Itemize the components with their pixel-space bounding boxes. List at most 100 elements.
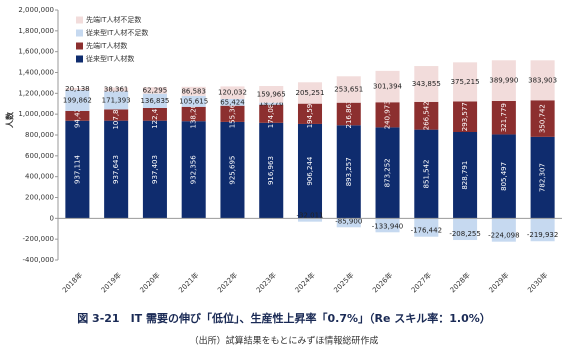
bar-segment bbox=[530, 100, 555, 137]
data-label: 107,869 bbox=[112, 101, 120, 130]
data-label: 873,252 bbox=[384, 158, 392, 187]
data-label: 136,835 bbox=[140, 97, 169, 105]
data-label: 105,615 bbox=[179, 97, 208, 105]
data-label: 383,903 bbox=[528, 76, 557, 84]
data-label: 120,032 bbox=[218, 89, 247, 97]
bar-segment bbox=[453, 132, 478, 219]
y-tick-label: -400,000 bbox=[23, 256, 54, 264]
bar-segment bbox=[104, 87, 129, 92]
x-tick-label: 2022年 bbox=[215, 270, 239, 294]
data-label: 19,276 bbox=[259, 100, 284, 108]
bar-segment bbox=[220, 105, 245, 122]
legend-swatch bbox=[76, 55, 83, 63]
data-label: 159,965 bbox=[257, 90, 286, 98]
x-tick-label: 2018年 bbox=[60, 270, 84, 294]
bar-segment bbox=[491, 218, 516, 242]
y-tick-label: 400,000 bbox=[25, 173, 54, 181]
bar-segment bbox=[181, 121, 206, 219]
data-label: 893,257 bbox=[345, 157, 353, 186]
bar-segment bbox=[142, 120, 167, 219]
bar-segment bbox=[414, 218, 439, 237]
bar-segment bbox=[530, 136, 555, 219]
data-label: 906,244 bbox=[306, 156, 314, 185]
bar-segment bbox=[491, 60, 516, 101]
data-label: 932,356 bbox=[190, 155, 198, 184]
bar-segment bbox=[259, 122, 284, 219]
bar-segment bbox=[297, 82, 323, 104]
legend-label: 従来型IT人材不足数 bbox=[86, 28, 148, 37]
data-label: 301,394 bbox=[373, 83, 402, 91]
data-label: 20,138 bbox=[65, 85, 90, 93]
data-label: 375,215 bbox=[451, 78, 480, 86]
data-label: -219,932 bbox=[527, 231, 558, 239]
data-label: 782,307 bbox=[539, 163, 547, 192]
bar-segment bbox=[104, 109, 129, 121]
data-label: -32,011 bbox=[296, 212, 323, 220]
bar-segment bbox=[453, 101, 478, 133]
x-tick-label: 2024年 bbox=[293, 270, 317, 294]
y-tick-label: 600,000 bbox=[25, 152, 54, 160]
data-label: 937,403 bbox=[151, 155, 159, 184]
bar-segment bbox=[336, 125, 361, 219]
x-tick-label: 2021年 bbox=[177, 270, 201, 294]
bar-segment bbox=[491, 100, 516, 135]
bar-segment bbox=[530, 60, 555, 101]
data-label: 389,990 bbox=[489, 77, 518, 85]
data-label: 240,973 bbox=[384, 100, 392, 129]
data-label: 925,695 bbox=[228, 156, 236, 185]
bar-segment bbox=[453, 218, 478, 241]
data-label: 155,367 bbox=[228, 99, 236, 128]
bar-segment bbox=[297, 218, 323, 222]
bar-segment bbox=[220, 121, 245, 219]
data-label: 851,542 bbox=[422, 160, 430, 189]
bar-segment bbox=[375, 70, 400, 103]
data-label: 253,651 bbox=[334, 85, 363, 93]
bar-segment bbox=[375, 218, 400, 233]
x-tick-label: 2029年 bbox=[487, 270, 511, 294]
data-label: -176,442 bbox=[411, 227, 442, 235]
bar-segment bbox=[220, 86, 245, 99]
data-label: 937,114 bbox=[73, 155, 81, 184]
bar-segment bbox=[453, 62, 478, 102]
bar-segment bbox=[336, 218, 361, 228]
bar-segment bbox=[142, 93, 167, 108]
x-tick-label: 2030年 bbox=[526, 270, 550, 294]
bar-segment bbox=[181, 106, 206, 122]
y-tick-label: 1,400,000 bbox=[18, 69, 54, 77]
data-label: 86,583 bbox=[181, 87, 206, 95]
bar-segment bbox=[375, 102, 400, 128]
y-axis-label: 人数 bbox=[5, 111, 15, 128]
legend-swatch bbox=[76, 16, 83, 24]
legend-label: 従来型IT人材数 bbox=[86, 54, 134, 63]
y-tick-label: 1,200,000 bbox=[18, 89, 54, 97]
data-label: 194,592 bbox=[306, 99, 314, 128]
bar-segment bbox=[104, 120, 129, 219]
bar-segment bbox=[259, 86, 284, 103]
legend-label: 先端IT人材数 bbox=[86, 41, 127, 50]
data-label: 65,424 bbox=[220, 98, 245, 106]
data-label: -224,098 bbox=[488, 232, 519, 240]
bar-segment bbox=[375, 127, 400, 219]
bar-segment bbox=[181, 95, 206, 107]
x-tick-label: 2023年 bbox=[254, 270, 278, 294]
bar-segment bbox=[297, 123, 323, 219]
bar-segment bbox=[65, 87, 90, 91]
bar-segment bbox=[530, 218, 555, 242]
bar-segment bbox=[414, 101, 439, 130]
data-label: 122,473 bbox=[151, 100, 159, 129]
bar-segment bbox=[336, 102, 361, 126]
data-label: 38,361 bbox=[104, 86, 129, 94]
bar-segment bbox=[414, 66, 439, 102]
legend-swatch bbox=[76, 42, 83, 50]
x-tick-label: 2028年 bbox=[448, 270, 472, 294]
y-tick-label: 800,000 bbox=[25, 131, 54, 139]
bar-segment bbox=[491, 134, 516, 219]
data-label: -85,900 bbox=[335, 217, 362, 225]
data-label: 62,295 bbox=[143, 86, 168, 94]
y-tick-label: 1,600,000 bbox=[18, 48, 54, 56]
bar-segment bbox=[259, 102, 284, 105]
x-tick-label: 2026年 bbox=[370, 270, 394, 294]
bar-segment bbox=[181, 86, 206, 96]
x-tick-label: 2019年 bbox=[99, 270, 123, 294]
x-tick-label: 2027年 bbox=[409, 270, 433, 294]
